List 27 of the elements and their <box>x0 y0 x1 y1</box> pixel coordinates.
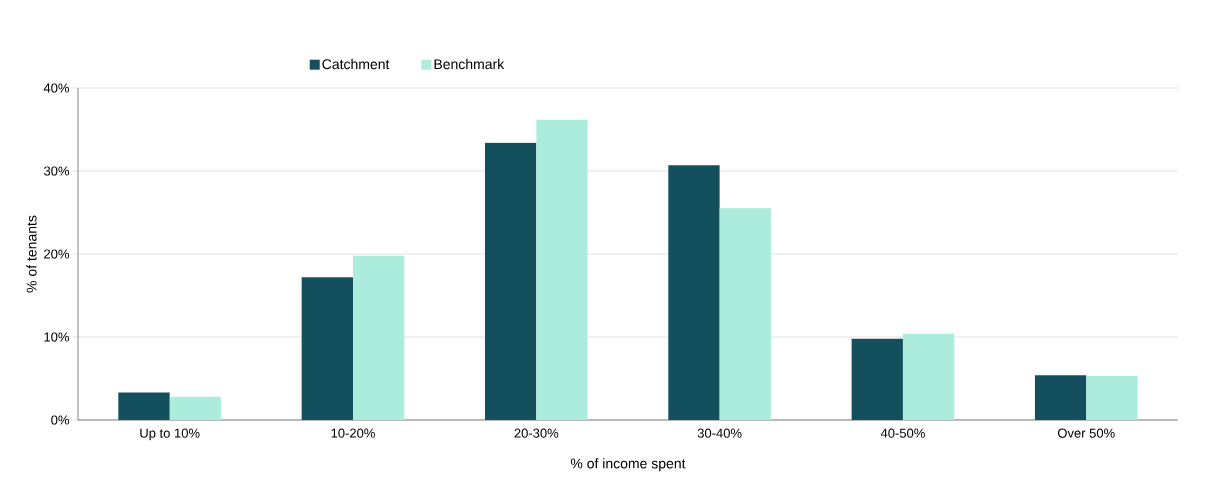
legend-label: Catchment <box>322 58 390 70</box>
bar <box>169 396 221 420</box>
x-axis-title: % of income spent <box>570 458 686 472</box>
bar <box>719 208 771 420</box>
y-tick-label: 10% <box>44 332 70 342</box>
bar <box>536 119 588 420</box>
y-tick-label: 0% <box>51 415 70 425</box>
bar <box>902 333 955 420</box>
y-tick-label: 40% <box>43 83 70 93</box>
bar <box>484 142 537 420</box>
bar <box>352 255 405 420</box>
y-axis-title: % of tenants <box>26 215 37 293</box>
bar <box>301 277 353 420</box>
legend-label: Benchmark <box>434 58 505 70</box>
bar <box>1034 375 1087 420</box>
bar <box>118 392 170 420</box>
bar <box>668 165 720 420</box>
bar <box>1086 376 1138 420</box>
x-tick-label: 10-20% <box>331 428 375 438</box>
y-tick-label: 30% <box>43 166 70 176</box>
x-tick-label: 30-40% <box>697 428 742 438</box>
x-tick-label: Over 50% <box>1057 428 1115 438</box>
x-tick-label: Up to 10% <box>140 428 200 441</box>
y-tick-label: 20% <box>44 249 70 259</box>
x-tick-label: 20-30% <box>514 428 559 438</box>
bar <box>851 338 903 420</box>
x-tick-label: 40-50% <box>880 428 925 438</box>
